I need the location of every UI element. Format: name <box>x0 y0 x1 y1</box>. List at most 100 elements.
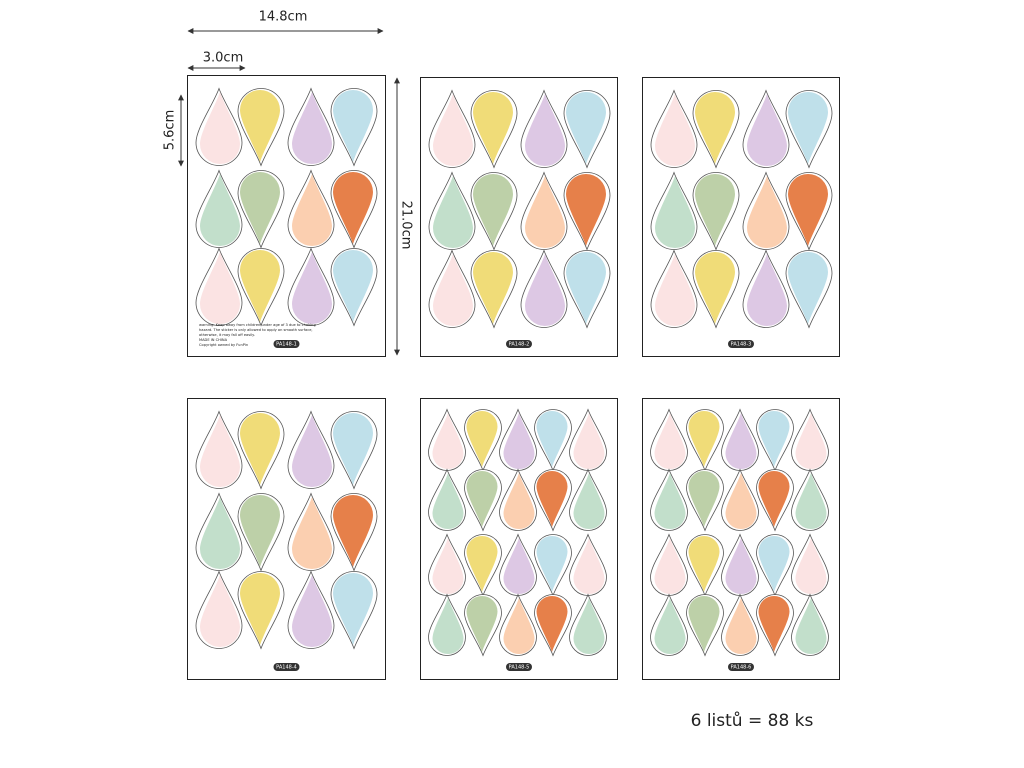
drop <box>655 94 695 166</box>
drop <box>240 413 280 485</box>
drop-width-label: 3.0cm <box>203 51 244 66</box>
sheet: warning: Keep away from children under a… <box>187 75 386 357</box>
sheet-label: PA148-3 <box>731 342 752 348</box>
drop-sticker <box>330 411 378 490</box>
drop <box>536 536 568 592</box>
drop <box>758 411 790 467</box>
drop-sticker <box>428 89 476 168</box>
drop-sticker <box>756 534 794 597</box>
drop <box>747 254 787 326</box>
drop <box>473 252 513 324</box>
sheet-label: PA148-1 <box>276 342 297 348</box>
sheet: PA148-4 <box>187 398 386 680</box>
label-pill <box>273 340 300 348</box>
drop <box>654 598 686 654</box>
drop <box>795 473 827 529</box>
drop-sticker <box>534 534 572 597</box>
drop-sticker <box>195 247 243 326</box>
drop-sticker <box>721 593 759 656</box>
drop <box>333 413 373 485</box>
drop-sticker <box>330 170 378 249</box>
drop-sticker <box>785 90 833 169</box>
drop <box>473 174 513 246</box>
drop <box>573 413 605 469</box>
drop <box>200 497 240 569</box>
drop <box>688 536 720 592</box>
drop <box>536 471 568 527</box>
drop <box>573 598 605 654</box>
drop-sticker <box>428 593 466 656</box>
drop <box>695 252 735 324</box>
label-pill <box>506 663 532 671</box>
sheet-label: PA148-4 <box>276 665 297 671</box>
drop <box>473 92 513 164</box>
drop-sticker <box>464 594 502 657</box>
drop <box>725 473 757 529</box>
drop <box>240 90 280 162</box>
drop-sticker <box>534 594 572 657</box>
drop-sticker <box>692 172 740 251</box>
drop-sticker <box>785 250 833 329</box>
drop <box>747 176 787 248</box>
drop <box>566 252 606 324</box>
drop <box>695 174 735 246</box>
drop <box>200 92 240 164</box>
drop <box>292 415 332 487</box>
drop <box>240 172 280 244</box>
drop <box>788 174 828 246</box>
drop <box>503 598 535 654</box>
drop-sticker <box>686 534 724 597</box>
drop-sticker <box>520 89 568 168</box>
drop-sticker <box>534 409 572 472</box>
label-pill <box>728 340 754 348</box>
drop-sticker <box>237 248 285 327</box>
drop-sticker <box>464 534 502 597</box>
drop-sticker <box>563 90 611 169</box>
drop <box>333 250 373 322</box>
drop-sticker <box>756 594 794 657</box>
warning-text: otherwise, it may fall off easily. <box>199 333 255 337</box>
drop <box>466 536 498 592</box>
drop <box>573 538 605 594</box>
drop-sticker <box>534 469 572 532</box>
drop-sticker <box>520 249 568 328</box>
drop <box>758 536 790 592</box>
drop-sticker <box>692 90 740 169</box>
drop <box>525 254 565 326</box>
drop <box>432 538 464 594</box>
drop <box>503 413 535 469</box>
drop <box>466 411 498 467</box>
warning-text: hazard. The sticker is only allowed to a… <box>199 328 313 332</box>
drop <box>200 252 240 324</box>
drop <box>503 538 535 594</box>
drop <box>333 172 373 244</box>
drop-sticker <box>499 593 537 656</box>
sheet: PA148-2 <box>420 77 618 357</box>
drop-sticker <box>330 88 378 167</box>
drop-sticker <box>742 249 790 328</box>
drop <box>655 254 695 326</box>
drop-sticker <box>650 468 688 531</box>
drop <box>747 94 787 166</box>
drop-sticker <box>650 593 688 656</box>
drop-sticker <box>287 87 335 166</box>
drop-sticker <box>330 571 378 650</box>
summary: 6 listů = 88 ks <box>691 711 814 731</box>
drop <box>795 538 827 594</box>
drop-sticker <box>569 468 607 531</box>
label-pill <box>506 340 532 348</box>
drop <box>466 471 498 527</box>
drop-sticker <box>756 469 794 532</box>
drop <box>333 90 373 162</box>
drop <box>433 94 473 166</box>
drop <box>525 94 565 166</box>
drop <box>654 538 686 594</box>
drop-sticker <box>470 250 518 329</box>
sheet-label: PA148-2 <box>509 342 530 348</box>
drop-sticker <box>195 570 243 649</box>
drop <box>536 411 568 467</box>
drop-height-label: 5.6cm <box>163 110 178 151</box>
drop <box>200 575 240 647</box>
drop-sticker <box>791 468 829 531</box>
drop <box>333 495 373 567</box>
